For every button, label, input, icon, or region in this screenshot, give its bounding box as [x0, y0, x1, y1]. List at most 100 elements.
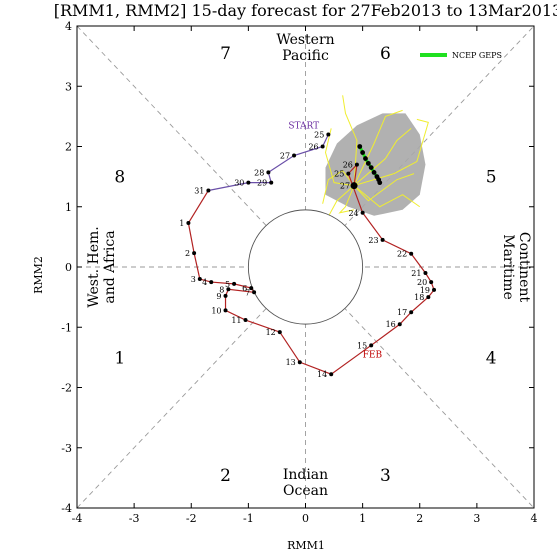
observed-point — [209, 280, 214, 285]
forecast-mean-point — [371, 170, 377, 175]
diagonal-line — [76, 25, 535, 509]
ensemble-member-line — [342, 95, 358, 186]
observed-point — [226, 287, 231, 292]
forecast-mean-point — [377, 180, 383, 186]
forecast-mean-point — [368, 165, 374, 170]
observed-point — [354, 162, 359, 167]
day-label: 22 — [397, 250, 407, 259]
ensemble-member-line — [353, 173, 415, 202]
day-label: 3 — [191, 275, 196, 284]
day-label: 27 — [340, 182, 350, 191]
observed-point — [369, 343, 374, 348]
day-label: 25 — [334, 170, 344, 179]
observed-point — [426, 295, 431, 300]
day-label: 23 — [368, 236, 378, 245]
observed-point — [249, 286, 254, 291]
x-tick-label: -4 — [72, 512, 83, 525]
x-tick-label: 1 — [359, 512, 366, 525]
region-label-top: Pacific — [282, 48, 329, 64]
observed-point — [397, 322, 402, 327]
observed-point — [346, 171, 351, 176]
observed-point — [192, 251, 197, 256]
day-label: 18 — [414, 293, 424, 302]
observed-point — [277, 330, 282, 335]
day-label: 24 — [348, 209, 358, 218]
phase-label: 8 — [114, 168, 125, 188]
ensemble-member-line — [353, 185, 421, 208]
day-label: 10 — [211, 306, 221, 315]
observed-point — [223, 308, 228, 313]
phase-label: 5 — [486, 168, 497, 188]
day-label: 12 — [266, 328, 276, 337]
forecast-mean-point — [363, 156, 368, 161]
day-label: 17 — [397, 308, 407, 317]
forecast-start-point — [350, 182, 358, 190]
day-label: 9 — [216, 292, 221, 301]
day-label: 13 — [286, 358, 296, 367]
x-tick-label: -1 — [243, 512, 254, 525]
observed-point — [186, 221, 191, 226]
legend-label: NCEP GEPS — [452, 51, 502, 60]
y-tick-label: 1 — [65, 201, 72, 214]
region-label-left: and Africa — [102, 230, 118, 303]
day-label: 26 — [343, 161, 353, 170]
forecast-mean-point — [357, 144, 363, 149]
y-axis-title: RMM2 — [32, 256, 45, 294]
y-tick-label: -2 — [61, 382, 72, 395]
feb-annotation: FEB — [363, 350, 383, 360]
observed-point — [197, 277, 202, 282]
y-tick-label: 4 — [65, 20, 72, 33]
day-label: 5 — [225, 280, 230, 289]
month-link-line — [187, 190, 209, 224]
x-tick-label: 3 — [473, 512, 480, 525]
x-axis-title: RMM1 — [287, 539, 325, 552]
observed-point — [206, 188, 211, 193]
x-tick-label: 2 — [416, 512, 423, 525]
phase-label: 6 — [380, 44, 391, 64]
x-tick-label: 4 — [531, 512, 538, 525]
day-label: 26 — [308, 143, 318, 152]
region-label-right: Continent — [516, 232, 532, 303]
phase-label: 7 — [220, 44, 231, 64]
observed-point — [297, 360, 302, 365]
day-label: 25 — [314, 130, 324, 139]
ensemble-member-line — [322, 169, 355, 204]
observed-point — [360, 210, 365, 215]
day-label: 21 — [411, 269, 421, 278]
observed-point — [269, 180, 274, 185]
day-label: 29 — [257, 179, 267, 188]
day-label: 19 — [420, 286, 430, 295]
ensemble-member-line — [338, 185, 355, 214]
y-tick-label: -3 — [61, 442, 72, 455]
y-tick-label: 0 — [65, 261, 72, 274]
y-tick-label: 2 — [65, 141, 72, 154]
x-tick-label: 0 — [302, 512, 309, 525]
region-label-bottom: Indian — [283, 467, 328, 483]
region-label-bottom: Ocean — [283, 483, 328, 499]
observed-point — [243, 318, 248, 323]
x-tick-label: -2 — [186, 512, 197, 525]
unit-circle — [247, 209, 364, 325]
day-label: 11 — [231, 316, 241, 325]
day-label: 31 — [194, 186, 204, 195]
day-label: 14 — [317, 370, 327, 379]
day-label: 28 — [254, 168, 264, 177]
day-label: 16 — [386, 320, 396, 329]
y-tick-label: -4 — [61, 502, 72, 515]
observed-point — [232, 281, 237, 286]
day-label: 15 — [357, 341, 367, 350]
day-label: 7 — [245, 288, 250, 297]
day-label: 20 — [417, 278, 427, 287]
day-label: 27 — [280, 152, 290, 161]
chart-title: [RMM1, RMM2] 15-day forecast for 27Feb20… — [54, 1, 557, 20]
observed-point — [380, 237, 385, 242]
start-annotation: START — [288, 121, 319, 131]
observed-point — [423, 271, 428, 276]
observed-point — [409, 310, 414, 315]
y-tick-label: -1 — [61, 321, 72, 334]
ensemble-member-line — [353, 109, 403, 186]
ensemble-member-line — [353, 128, 412, 187]
phase-label: 2 — [220, 466, 231, 486]
observed-point — [266, 170, 271, 175]
